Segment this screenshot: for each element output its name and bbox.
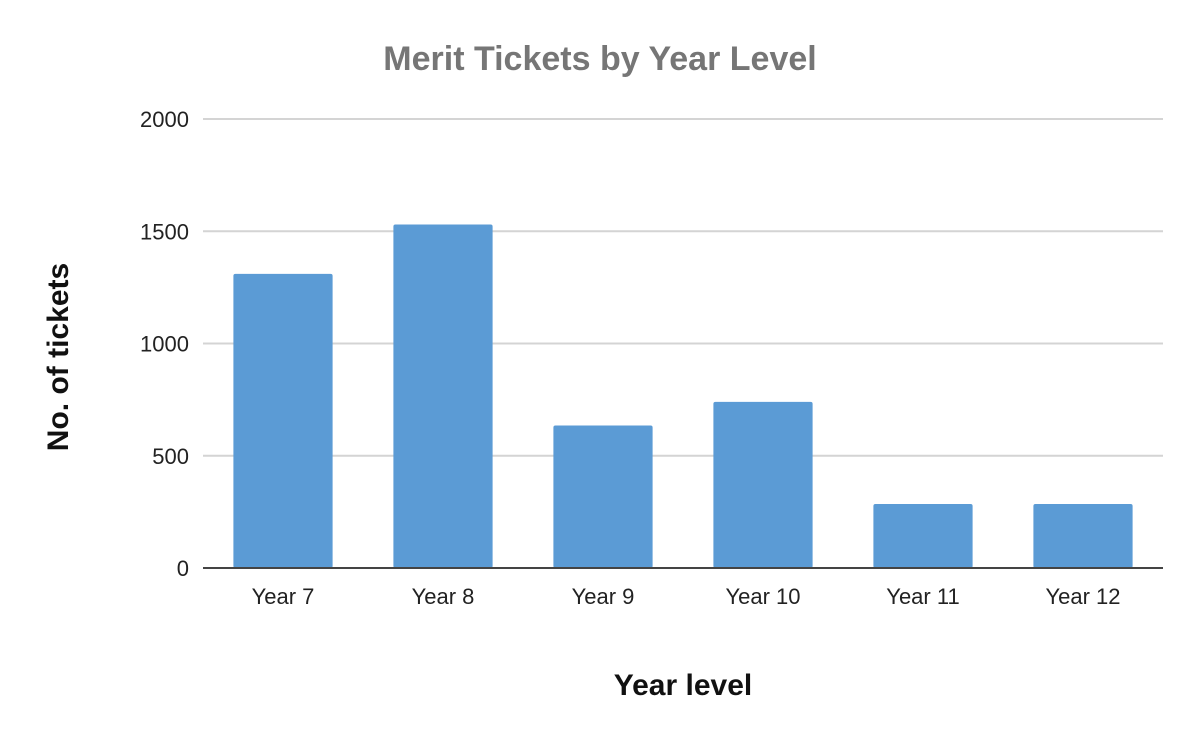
x-tick-label: Year 12 (1045, 584, 1120, 609)
gridlines (203, 118, 1163, 457)
y-tick-label: 0 (177, 556, 189, 581)
y-tick-label: 2000 (140, 107, 189, 132)
x-tick-label: Year 8 (412, 584, 475, 609)
bar-year-7 (233, 273, 333, 568)
x-tick-label: Year 10 (725, 584, 800, 609)
x-tick-label: Year 9 (572, 584, 635, 609)
x-axis-ticks: Year 7 Year 8 Year 9 Year 10 Year 11 Year 12 (252, 584, 1121, 609)
bar-year-12 (1033, 504, 1133, 568)
y-axis-title: No. of tickets (42, 263, 75, 451)
x-tick-label: Year 11 (886, 584, 959, 609)
y-tick-label: 1000 (140, 332, 189, 357)
bar-year-8 (393, 224, 493, 568)
bars (233, 224, 1133, 568)
y-axis-ticks: 0 500 1000 1500 2000 (140, 107, 189, 581)
y-tick-label: 1500 (140, 219, 189, 244)
bar-year-10 (713, 401, 813, 568)
x-tick-label: Year 7 (252, 584, 315, 609)
bar-year-9 (553, 425, 653, 568)
y-tick-label: 500 (152, 444, 189, 469)
bar-year-11 (873, 504, 973, 568)
x-axis-title: Year level (614, 669, 752, 702)
chart-title: Merit Tickets by Year Level (383, 40, 816, 78)
